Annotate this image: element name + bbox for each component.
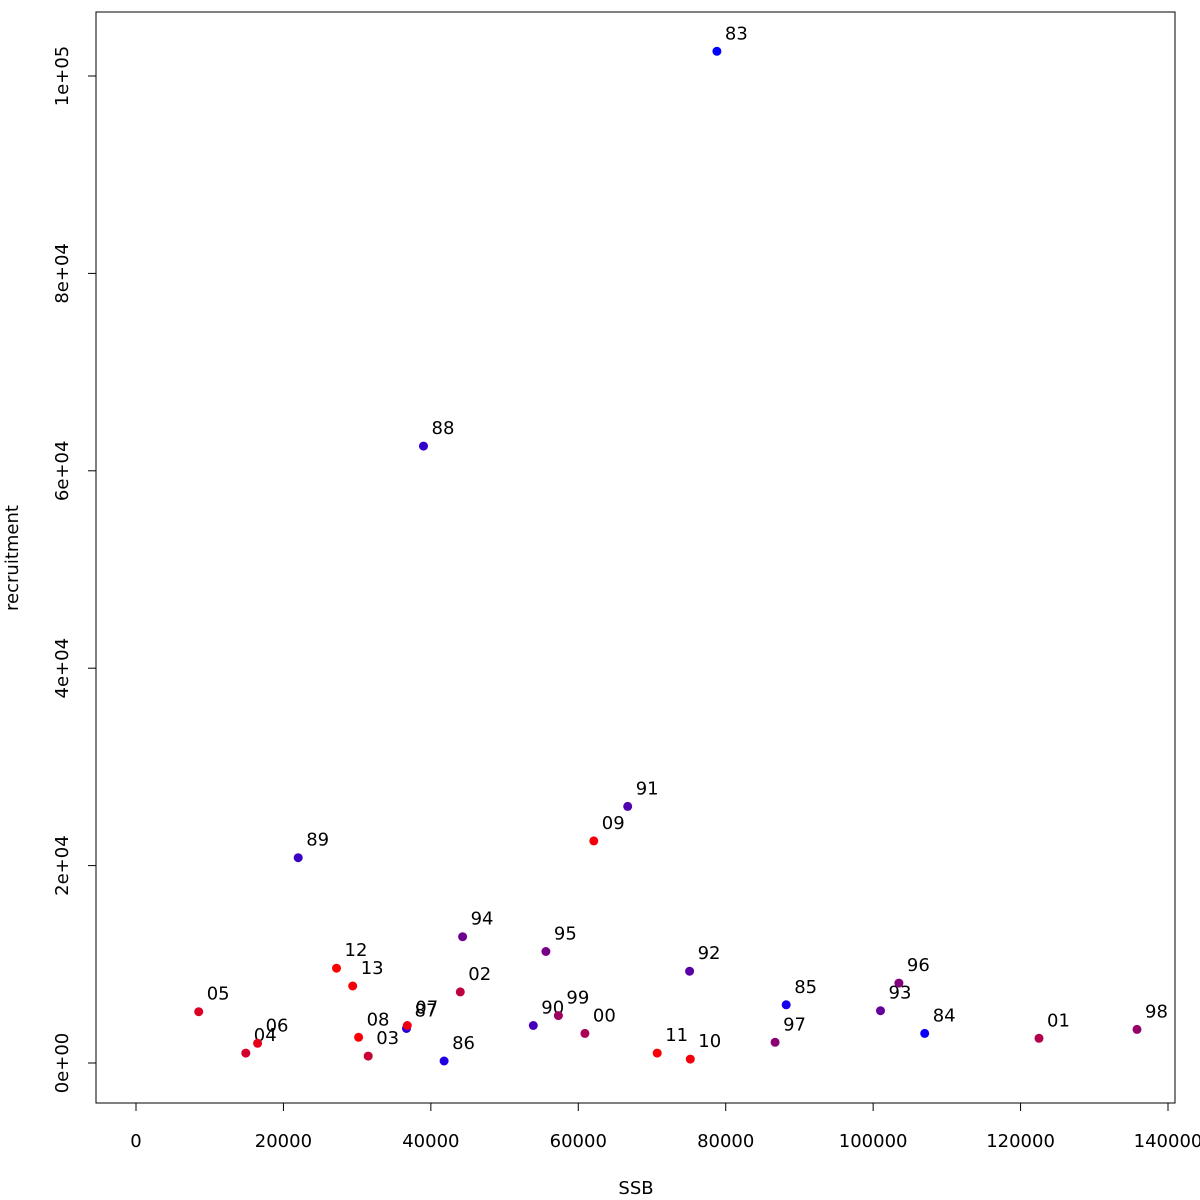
y-tick-label: 4e+04 [52,638,73,699]
data-point-label: 96 [907,955,930,976]
data-point-label: 13 [361,958,384,979]
data-point [528,1021,538,1030]
data-point-label: 00 [593,1005,616,1026]
x-tick-label: 0 [130,1131,141,1152]
data-point-label: 89 [306,830,329,851]
y-tick-label: 8e+04 [52,243,73,304]
data-point-label: 09 [602,813,625,834]
plot-frame [95,11,1176,1104]
y-tick-label: 2e+04 [52,835,73,896]
data-point [876,1006,885,1016]
data-point [781,1000,791,1010]
data-point [685,1054,695,1064]
data-point [458,932,468,942]
data-point-label: 02 [468,964,491,985]
data-point-label: 07 [415,998,438,1019]
x-tick-label: 40000 [402,1131,459,1152]
data-point [253,1038,263,1048]
data-point-label: 05 [207,984,230,1005]
data-point [712,46,722,56]
data-point [194,1007,204,1017]
data-point-label: 06 [266,1015,289,1036]
data-point-label: 83 [725,23,748,44]
data-point [623,801,633,811]
data-point-label: 85 [794,977,817,998]
data-point [1034,1033,1044,1043]
data-point [920,1028,930,1038]
data-point-label: 01 [1047,1010,1070,1031]
data-point [589,836,599,846]
x-tick-label: 140000 [1134,1131,1200,1152]
data-point-label: 93 [889,983,912,1004]
data-point [293,853,303,863]
data-point [553,1011,563,1021]
y-axis: 0e+00 2e+04 4e+04 6e+04 8e+04 1e+05 [52,46,97,1094]
data-point [580,1028,590,1038]
x-tick-label: 20000 [255,1131,312,1152]
data-point-label: 92 [698,943,721,964]
x-axis-title: SSB [618,1178,653,1199]
data-point-label: 94 [471,909,494,930]
data-point-label: 97 [783,1014,806,1035]
data-point-label: 08 [367,1009,390,1030]
data-point-label: 84 [933,1005,956,1026]
data-point-label: 10 [698,1031,721,1052]
data-point-label: 91 [636,778,659,799]
data-point [354,1032,364,1042]
y-axis-title: recruitment [2,505,23,611]
data-point-label: 99 [566,988,589,1009]
data-point-label: 12 [345,940,368,961]
y-tick-label: 1e+05 [52,46,73,107]
data-point-label: 11 [665,1025,688,1046]
data-point [348,981,358,991]
data-point [363,1051,373,1061]
data-point [1132,1024,1142,1034]
y-tick-label: 6e+04 [52,441,73,502]
data-point [652,1048,662,1058]
data-point-label: 86 [452,1033,475,1054]
data-point-label: 88 [432,418,455,439]
x-tick-label: 100000 [839,1131,908,1152]
data-point-label: 03 [376,1028,399,1049]
data-point [455,987,465,997]
data-point [770,1037,780,1047]
data-point-label: 98 [1145,1001,1168,1022]
data-point [419,441,428,451]
data-point [241,1048,251,1058]
data-point [685,966,695,976]
data-point [541,947,551,956]
data-point-label: 95 [554,924,577,945]
x-tick-label: 60000 [550,1131,607,1152]
x-axis: 0 20000 40000 60000 80000 100000 120000 140000 [130,1102,1200,1152]
y-tick-label: 0e+00 [52,1033,73,1094]
data-point [332,963,341,973]
x-tick-label: 80000 [697,1131,754,1152]
data-point [402,1021,412,1030]
data-point [894,978,904,988]
data-point [439,1056,449,1066]
data-point-label: 87 [415,1001,438,1022]
x-tick-label: 120000 [986,1131,1055,1152]
